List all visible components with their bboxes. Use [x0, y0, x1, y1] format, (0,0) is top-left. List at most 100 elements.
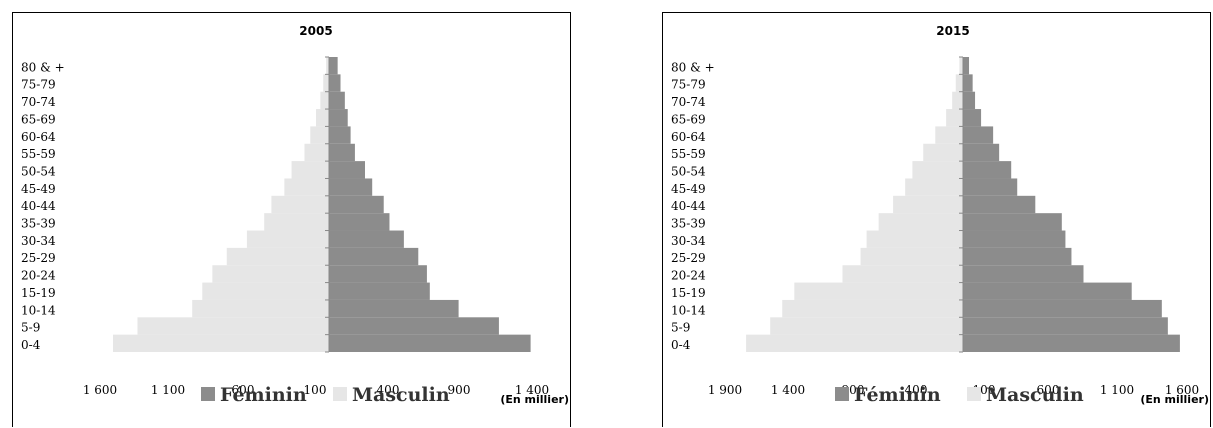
bar-masculin-75-79 — [323, 74, 329, 92]
age-label: 20-24 — [21, 269, 56, 283]
bar-masculin-25-29 — [226, 247, 329, 266]
age-label: 30-34 — [671, 234, 706, 248]
age-label: 5-9 — [21, 321, 40, 335]
legend-label-masculin: Masculin — [986, 384, 1084, 406]
x-tick-label: 1 400 — [771, 383, 805, 397]
bar-masculin-70-74 — [320, 91, 329, 110]
bar-masculin-45-49 — [905, 178, 963, 196]
bar-feminin-50-54 — [963, 161, 1012, 179]
bar-feminin-60-64 — [329, 126, 351, 144]
age-label: 50-54 — [21, 164, 56, 178]
bar-masculin-25-29 — [860, 247, 963, 266]
age-label: 5-9 — [671, 321, 690, 335]
x-tick-label: 600 — [232, 383, 255, 397]
bar-masculin-30-34 — [246, 230, 329, 248]
bar-masculin-15-19 — [794, 282, 963, 300]
bar-feminin-65-69 — [329, 109, 348, 127]
bar-feminin-55-59 — [963, 143, 1000, 162]
age-label: 10-14 — [671, 303, 706, 317]
bar-masculin-40-44 — [271, 195, 329, 214]
age-label: 30-34 — [21, 234, 56, 248]
age-label: 15-19 — [21, 286, 56, 300]
bar-masculin-15-19 — [202, 282, 329, 300]
x-tick-label: 900 — [448, 383, 471, 397]
legend-label-feminin: Féminin — [220, 384, 307, 406]
bar-feminin-0-4 — [963, 334, 1180, 352]
bar-feminin-70-74 — [963, 91, 976, 110]
bar-masculin-0-4 — [746, 334, 963, 352]
bar-feminin-80 & + — [329, 57, 338, 75]
age-label: 20-24 — [671, 269, 706, 283]
pyramid-svg-2015: 2015 0-4 5-9 10-14 15-19 20-24 25-29 30-34 35-39… — [671, 24, 1209, 406]
age-label: 70-74 — [21, 95, 56, 109]
x-tick-label: 400 — [905, 383, 928, 397]
x-tick-label: 1 600 — [83, 383, 117, 397]
pyramid-svg-2005: 2005 0-4 5-9 10-14 15-19 20-24 25-29 30-34 35-39… — [21, 24, 569, 406]
age-label: 40-44 — [671, 199, 706, 213]
bar-masculin-10-14 — [192, 299, 329, 318]
pyramid-chart-2005: 2005 0-4 5-9 10-14 15-19 20-24 25-29 30-34 35-39… — [12, 12, 571, 427]
bar-masculin-35-39 — [264, 213, 329, 231]
x-tick-label: 1 900 — [708, 383, 742, 397]
legend-swatch-masculin — [333, 387, 347, 401]
age-label: 35-39 — [671, 217, 706, 231]
bar-feminin-40-44 — [963, 195, 1036, 214]
bar-feminin-20-24 — [963, 265, 1084, 283]
bar-masculin-40-44 — [893, 195, 963, 214]
bar-feminin-10-14 — [329, 299, 459, 318]
age-label: 65-69 — [671, 112, 706, 126]
bar-masculin-80 & + — [326, 57, 329, 75]
bar-masculin-65-69 — [316, 109, 329, 127]
age-label: 80 & + — [21, 60, 65, 74]
bar-feminin-30-34 — [329, 230, 404, 248]
bar-masculin-60-64 — [310, 126, 329, 144]
bar-masculin-70-74 — [952, 91, 963, 110]
bar-masculin-5-9 — [137, 317, 329, 335]
bar-feminin-65-69 — [963, 109, 982, 127]
bar-feminin-15-19 — [963, 282, 1132, 300]
bar-masculin-55-59 — [923, 143, 963, 162]
bar-masculin-55-59 — [304, 143, 329, 162]
unit-label: (En millier) — [500, 393, 569, 406]
bar-feminin-0-4 — [329, 334, 531, 352]
legend-swatch-feminin — [201, 387, 215, 401]
legend-label-masculin: Masculin — [352, 384, 450, 406]
legend-swatch-masculin — [967, 387, 981, 401]
bar-feminin-75-79 — [329, 74, 341, 92]
bar-feminin-35-39 — [329, 213, 390, 231]
bar-feminin-45-49 — [329, 178, 373, 196]
legend-label-feminin: Féminin — [854, 384, 941, 406]
bar-masculin-30-34 — [866, 230, 963, 248]
age-label: 60-64 — [21, 130, 56, 144]
age-label: 40-44 — [21, 199, 56, 213]
bar-masculin-60-64 — [935, 126, 963, 144]
x-tick-label: 1 400 — [515, 383, 549, 397]
x-tick-label: 1 100 — [151, 383, 185, 397]
bar-feminin-55-59 — [329, 143, 355, 162]
x-tick-label: 100 — [304, 383, 327, 397]
bar-masculin-5-9 — [770, 317, 963, 335]
age-label: 80 & + — [671, 60, 715, 74]
bar-feminin-80 & + — [963, 57, 970, 75]
x-tick-label: 400 — [377, 383, 400, 397]
age-label: 45-49 — [21, 182, 56, 196]
bar-masculin-75-79 — [955, 74, 963, 92]
bar-masculin-50-54 — [912, 161, 963, 179]
unit-label: (En millier) — [1140, 393, 1209, 406]
age-label: 10-14 — [21, 303, 56, 317]
age-label: 25-29 — [21, 251, 56, 265]
bar-feminin-5-9 — [963, 317, 1168, 335]
age-label: 0-4 — [21, 338, 41, 352]
chart-title: 2015 — [936, 24, 969, 38]
bar-masculin-20-24 — [842, 265, 963, 283]
pyramid-chart-2015: 2015 0-4 5-9 10-14 15-19 20-24 25-29 30-34 35-39… — [662, 12, 1211, 427]
bar-feminin-10-14 — [963, 299, 1162, 318]
bar-feminin-45-49 — [963, 178, 1018, 196]
bar-feminin-5-9 — [329, 317, 499, 335]
x-tick-label: 600 — [1037, 383, 1060, 397]
x-tick-label: 1 100 — [1100, 383, 1134, 397]
age-label: 50-54 — [671, 164, 706, 178]
bar-feminin-70-74 — [329, 91, 345, 110]
bar-masculin-35-39 — [878, 213, 963, 231]
age-label: 25-29 — [671, 251, 706, 265]
